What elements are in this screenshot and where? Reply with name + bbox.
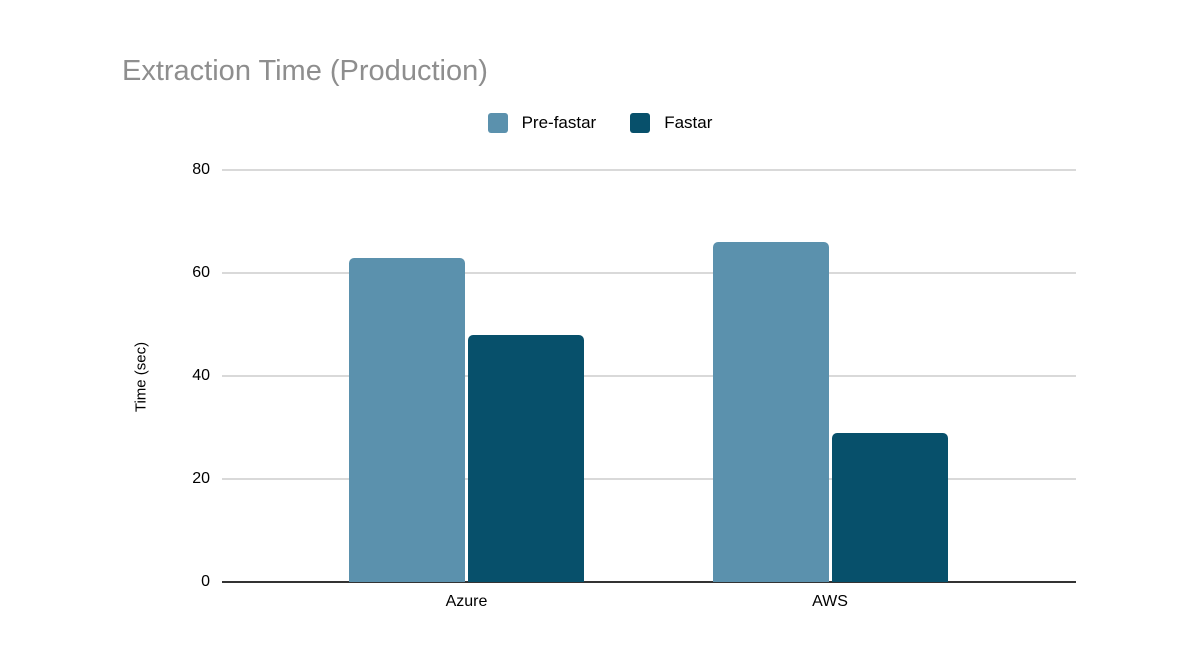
legend-swatch-icon [487,113,508,133]
chart-title: Extraction Time (Production) [122,55,488,87]
legend-item-fastar: Fastar [630,113,712,133]
gridline-20 [222,478,1076,480]
x-axis-label-azure: Azure [445,593,488,610]
y-tick-label-0: 0 [201,573,210,590]
x-axis-baseline [222,581,1076,583]
y-tick-label-40: 40 [192,367,210,384]
bar-azure-pre-fastar [349,257,465,582]
y-tick-label-60: 60 [192,264,210,281]
legend-swatch-icon [630,113,651,133]
legend-item-pre-fastar: Pre-fastar [487,113,597,133]
y-tick-label-20: 20 [192,470,210,487]
y-tick-label-80: 80 [192,161,210,178]
legend-label: Pre-fastar [521,113,597,132]
bar-azure-fastar [468,334,584,582]
y-axis-title: Time (sec) [132,341,150,413]
gridline-80 [222,169,1076,171]
x-axis-label-aws: AWS [812,593,848,610]
bar-aws-fastar [831,432,948,582]
gridline-60 [222,272,1076,274]
bar-aws-pre-fastar [712,242,829,582]
gridline-40 [222,375,1076,377]
legend-label: Fastar [664,113,713,132]
chart-legend: Pre-fastar Fastar [0,113,1200,133]
plot-area [222,169,1076,583]
